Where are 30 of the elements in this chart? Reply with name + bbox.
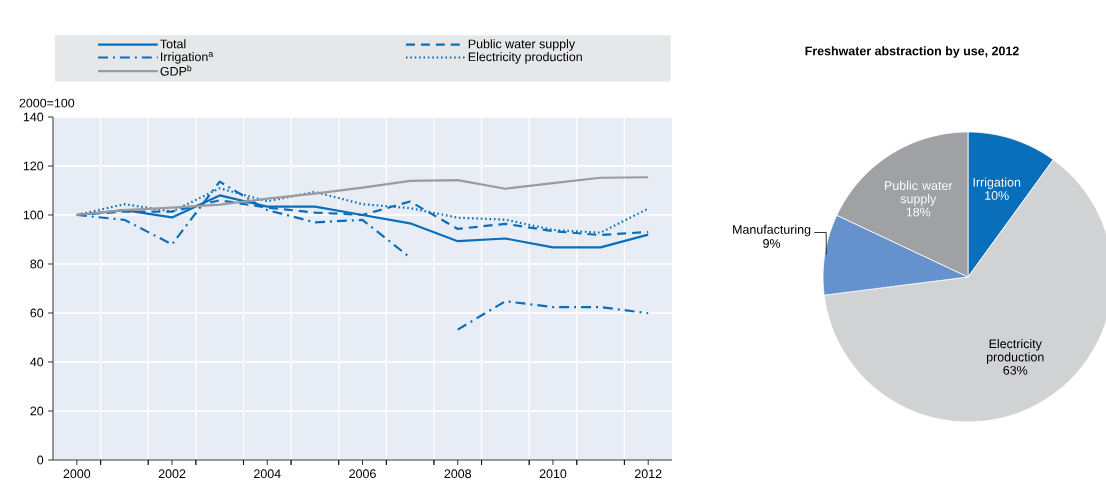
- legend-label: Total: [160, 39, 186, 49]
- slice-label: Irrigation: [973, 177, 1021, 190]
- x-tick-label: 2008: [444, 469, 472, 479]
- data-label: 9%: [763, 239, 781, 248]
- slice-label: Public water supply: [885, 180, 953, 206]
- data-label: 18%: [906, 207, 931, 217]
- y-tick-label: 0: [37, 455, 44, 465]
- legend-label: Public water supply: [468, 39, 576, 51]
- chart-title: Freshwater abstraction by use, 2012: [805, 46, 1019, 58]
- slice-label: Manufacturing: [733, 224, 811, 237]
- y-tick-label: 20: [30, 406, 44, 416]
- legend-label: GDP$^{b}$: [160, 64, 192, 76]
- x-tick-label: 2012: [634, 469, 662, 479]
- x-tick-label: 2006: [349, 469, 376, 479]
- legend-label: Electricity production: [468, 52, 582, 64]
- y-tick-label: 60: [30, 308, 44, 318]
- y-tick-label: 40: [30, 357, 44, 367]
- x-tick-label: 2000: [63, 469, 91, 479]
- slice-label: Electricity production: [986, 339, 1044, 364]
- y-tick-label: 100: [23, 210, 44, 220]
- x-tick-label: 2004: [254, 469, 281, 479]
- y-tick-label: 120: [23, 161, 44, 171]
- y-tick-label: 140: [23, 112, 44, 122]
- data-label: 63%: [1003, 365, 1028, 375]
- x-tick-label: 2010: [539, 469, 567, 479]
- legend-label: Irrigation$^{a}$: [161, 52, 214, 64]
- x-tick-label: 2002: [158, 469, 186, 479]
- y-axis-title: 2000=100: [19, 98, 75, 108]
- data-label: 10%: [985, 191, 1009, 200]
- y-tick-label: 80: [30, 259, 44, 269]
